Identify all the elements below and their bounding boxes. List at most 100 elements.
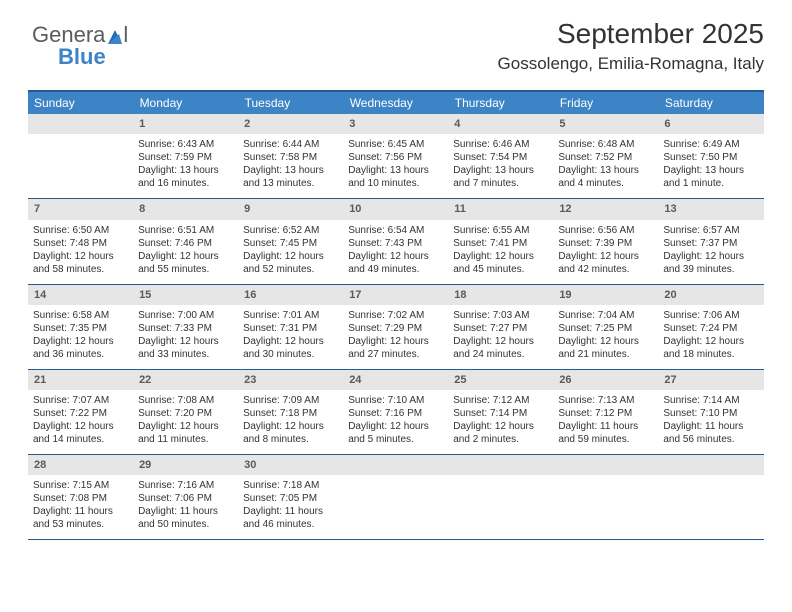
sunset-text: Sunset: 7:37 PM [663,237,758,250]
day-cell: Sunrise: 7:18 AMSunset: 7:05 PMDaylight:… [238,475,343,540]
daylight-text: Daylight: 11 hours and 59 minutes. [558,420,653,446]
day-header: Friday [553,91,658,114]
day-cell: Sunrise: 7:04 AMSunset: 7:25 PMDaylight:… [553,305,658,370]
day-cell [448,475,553,540]
day-cell: Sunrise: 6:49 AMSunset: 7:50 PMDaylight:… [658,134,763,199]
day-cell: Sunrise: 7:16 AMSunset: 7:06 PMDaylight:… [133,475,238,540]
sunrise-text: Sunrise: 7:10 AM [348,394,443,407]
day-content-row: Sunrise: 7:07 AMSunset: 7:22 PMDaylight:… [28,390,764,455]
sunset-text: Sunset: 7:27 PM [453,322,548,335]
sunrise-text: Sunrise: 7:09 AM [243,394,338,407]
sunset-text: Sunset: 7:33 PM [138,322,233,335]
day-number: 9 [238,199,343,220]
sunrise-text: Sunrise: 6:50 AM [33,224,128,237]
day-cell: Sunrise: 6:57 AMSunset: 7:37 PMDaylight:… [658,220,763,285]
sunset-text: Sunset: 7:05 PM [243,492,338,505]
daylight-text: Daylight: 11 hours and 46 minutes. [243,505,338,531]
daylight-text: Daylight: 12 hours and 5 minutes. [348,420,443,446]
sunrise-text: Sunrise: 6:43 AM [138,138,233,151]
sunrise-text: Sunrise: 6:54 AM [348,224,443,237]
sunset-text: Sunset: 7:58 PM [243,151,338,164]
sunset-text: Sunset: 7:35 PM [33,322,128,335]
day-cell: Sunrise: 6:54 AMSunset: 7:43 PMDaylight:… [343,220,448,285]
month-title: September 2025 [28,18,764,50]
daylight-text: Daylight: 12 hours and 14 minutes. [33,420,128,446]
day-cell: Sunrise: 7:07 AMSunset: 7:22 PMDaylight:… [28,390,133,455]
day-number: 12 [553,199,658,220]
daylight-text: Daylight: 12 hours and 58 minutes. [33,250,128,276]
sunrise-text: Sunrise: 7:14 AM [663,394,758,407]
day-cell: Sunrise: 7:13 AMSunset: 7:12 PMDaylight:… [553,390,658,455]
day-header: Thursday [448,91,553,114]
day-cell: Sunrise: 6:44 AMSunset: 7:58 PMDaylight:… [238,134,343,199]
daylight-text: Daylight: 12 hours and 49 minutes. [348,250,443,276]
sunset-text: Sunset: 7:06 PM [138,492,233,505]
day-cell: Sunrise: 6:48 AMSunset: 7:52 PMDaylight:… [553,134,658,199]
day-content-row: Sunrise: 7:15 AMSunset: 7:08 PMDaylight:… [28,475,764,540]
page-header: September 2025 Gossolengo, Emilia-Romagn… [28,18,764,74]
daylight-text: Daylight: 11 hours and 50 minutes. [138,505,233,531]
daylight-text: Daylight: 13 hours and 7 minutes. [453,164,548,190]
sunset-text: Sunset: 7:18 PM [243,407,338,420]
sunrise-text: Sunrise: 6:56 AM [558,224,653,237]
day-cell: Sunrise: 7:14 AMSunset: 7:10 PMDaylight:… [658,390,763,455]
day-number: 11 [448,199,553,220]
logo-icon [108,22,122,48]
sunset-text: Sunset: 7:14 PM [453,407,548,420]
daylight-text: Daylight: 12 hours and 24 minutes. [453,335,548,361]
sunrise-text: Sunrise: 6:45 AM [348,138,443,151]
daylight-text: Daylight: 12 hours and 52 minutes. [243,250,338,276]
sunrise-text: Sunrise: 7:18 AM [243,479,338,492]
day-cell: Sunrise: 6:51 AMSunset: 7:46 PMDaylight:… [133,220,238,285]
day-number-row: 14151617181920 [28,284,764,305]
day-content-row: Sunrise: 6:43 AMSunset: 7:59 PMDaylight:… [28,134,764,199]
day-number [553,455,658,476]
day-number: 2 [238,114,343,134]
sunrise-text: Sunrise: 7:08 AM [138,394,233,407]
day-number: 21 [28,369,133,390]
sunset-text: Sunset: 7:25 PM [558,322,653,335]
day-number: 3 [343,114,448,134]
sunrise-text: Sunrise: 6:57 AM [663,224,758,237]
sunset-text: Sunset: 7:46 PM [138,237,233,250]
day-cell: Sunrise: 6:46 AMSunset: 7:54 PMDaylight:… [448,134,553,199]
sunrise-text: Sunrise: 7:13 AM [558,394,653,407]
day-number [343,455,448,476]
day-number: 19 [553,284,658,305]
sunset-text: Sunset: 7:08 PM [33,492,128,505]
daylight-text: Daylight: 12 hours and 21 minutes. [558,335,653,361]
day-cell [343,475,448,540]
daylight-text: Daylight: 13 hours and 10 minutes. [348,164,443,190]
sunrise-text: Sunrise: 6:58 AM [33,309,128,322]
sunset-text: Sunset: 7:50 PM [663,151,758,164]
sunset-text: Sunset: 7:48 PM [33,237,128,250]
sunrise-text: Sunrise: 6:55 AM [453,224,548,237]
sunrise-text: Sunrise: 6:46 AM [453,138,548,151]
day-number-row: 78910111213 [28,199,764,220]
sunrise-text: Sunrise: 7:02 AM [348,309,443,322]
day-cell: Sunrise: 7:01 AMSunset: 7:31 PMDaylight:… [238,305,343,370]
day-number-row: 21222324252627 [28,369,764,390]
day-number: 17 [343,284,448,305]
sunset-text: Sunset: 7:29 PM [348,322,443,335]
sunset-text: Sunset: 7:56 PM [348,151,443,164]
sunrise-text: Sunrise: 7:00 AM [138,309,233,322]
day-header-row: Sunday Monday Tuesday Wednesday Thursday… [28,91,764,114]
logo-text-2: l [123,22,128,48]
day-cell: Sunrise: 6:50 AMSunset: 7:48 PMDaylight:… [28,220,133,285]
sunset-text: Sunset: 7:10 PM [663,407,758,420]
daylight-text: Daylight: 13 hours and 13 minutes. [243,164,338,190]
daylight-text: Daylight: 12 hours and 33 minutes. [138,335,233,361]
day-number: 29 [133,455,238,476]
day-number: 22 [133,369,238,390]
day-number: 27 [658,369,763,390]
day-number: 24 [343,369,448,390]
day-cell [28,134,133,199]
day-number [28,114,133,134]
day-number: 15 [133,284,238,305]
daylight-text: Daylight: 11 hours and 56 minutes. [663,420,758,446]
sunset-text: Sunset: 7:31 PM [243,322,338,335]
sunset-text: Sunset: 7:39 PM [558,237,653,250]
day-number: 14 [28,284,133,305]
day-number: 8 [133,199,238,220]
